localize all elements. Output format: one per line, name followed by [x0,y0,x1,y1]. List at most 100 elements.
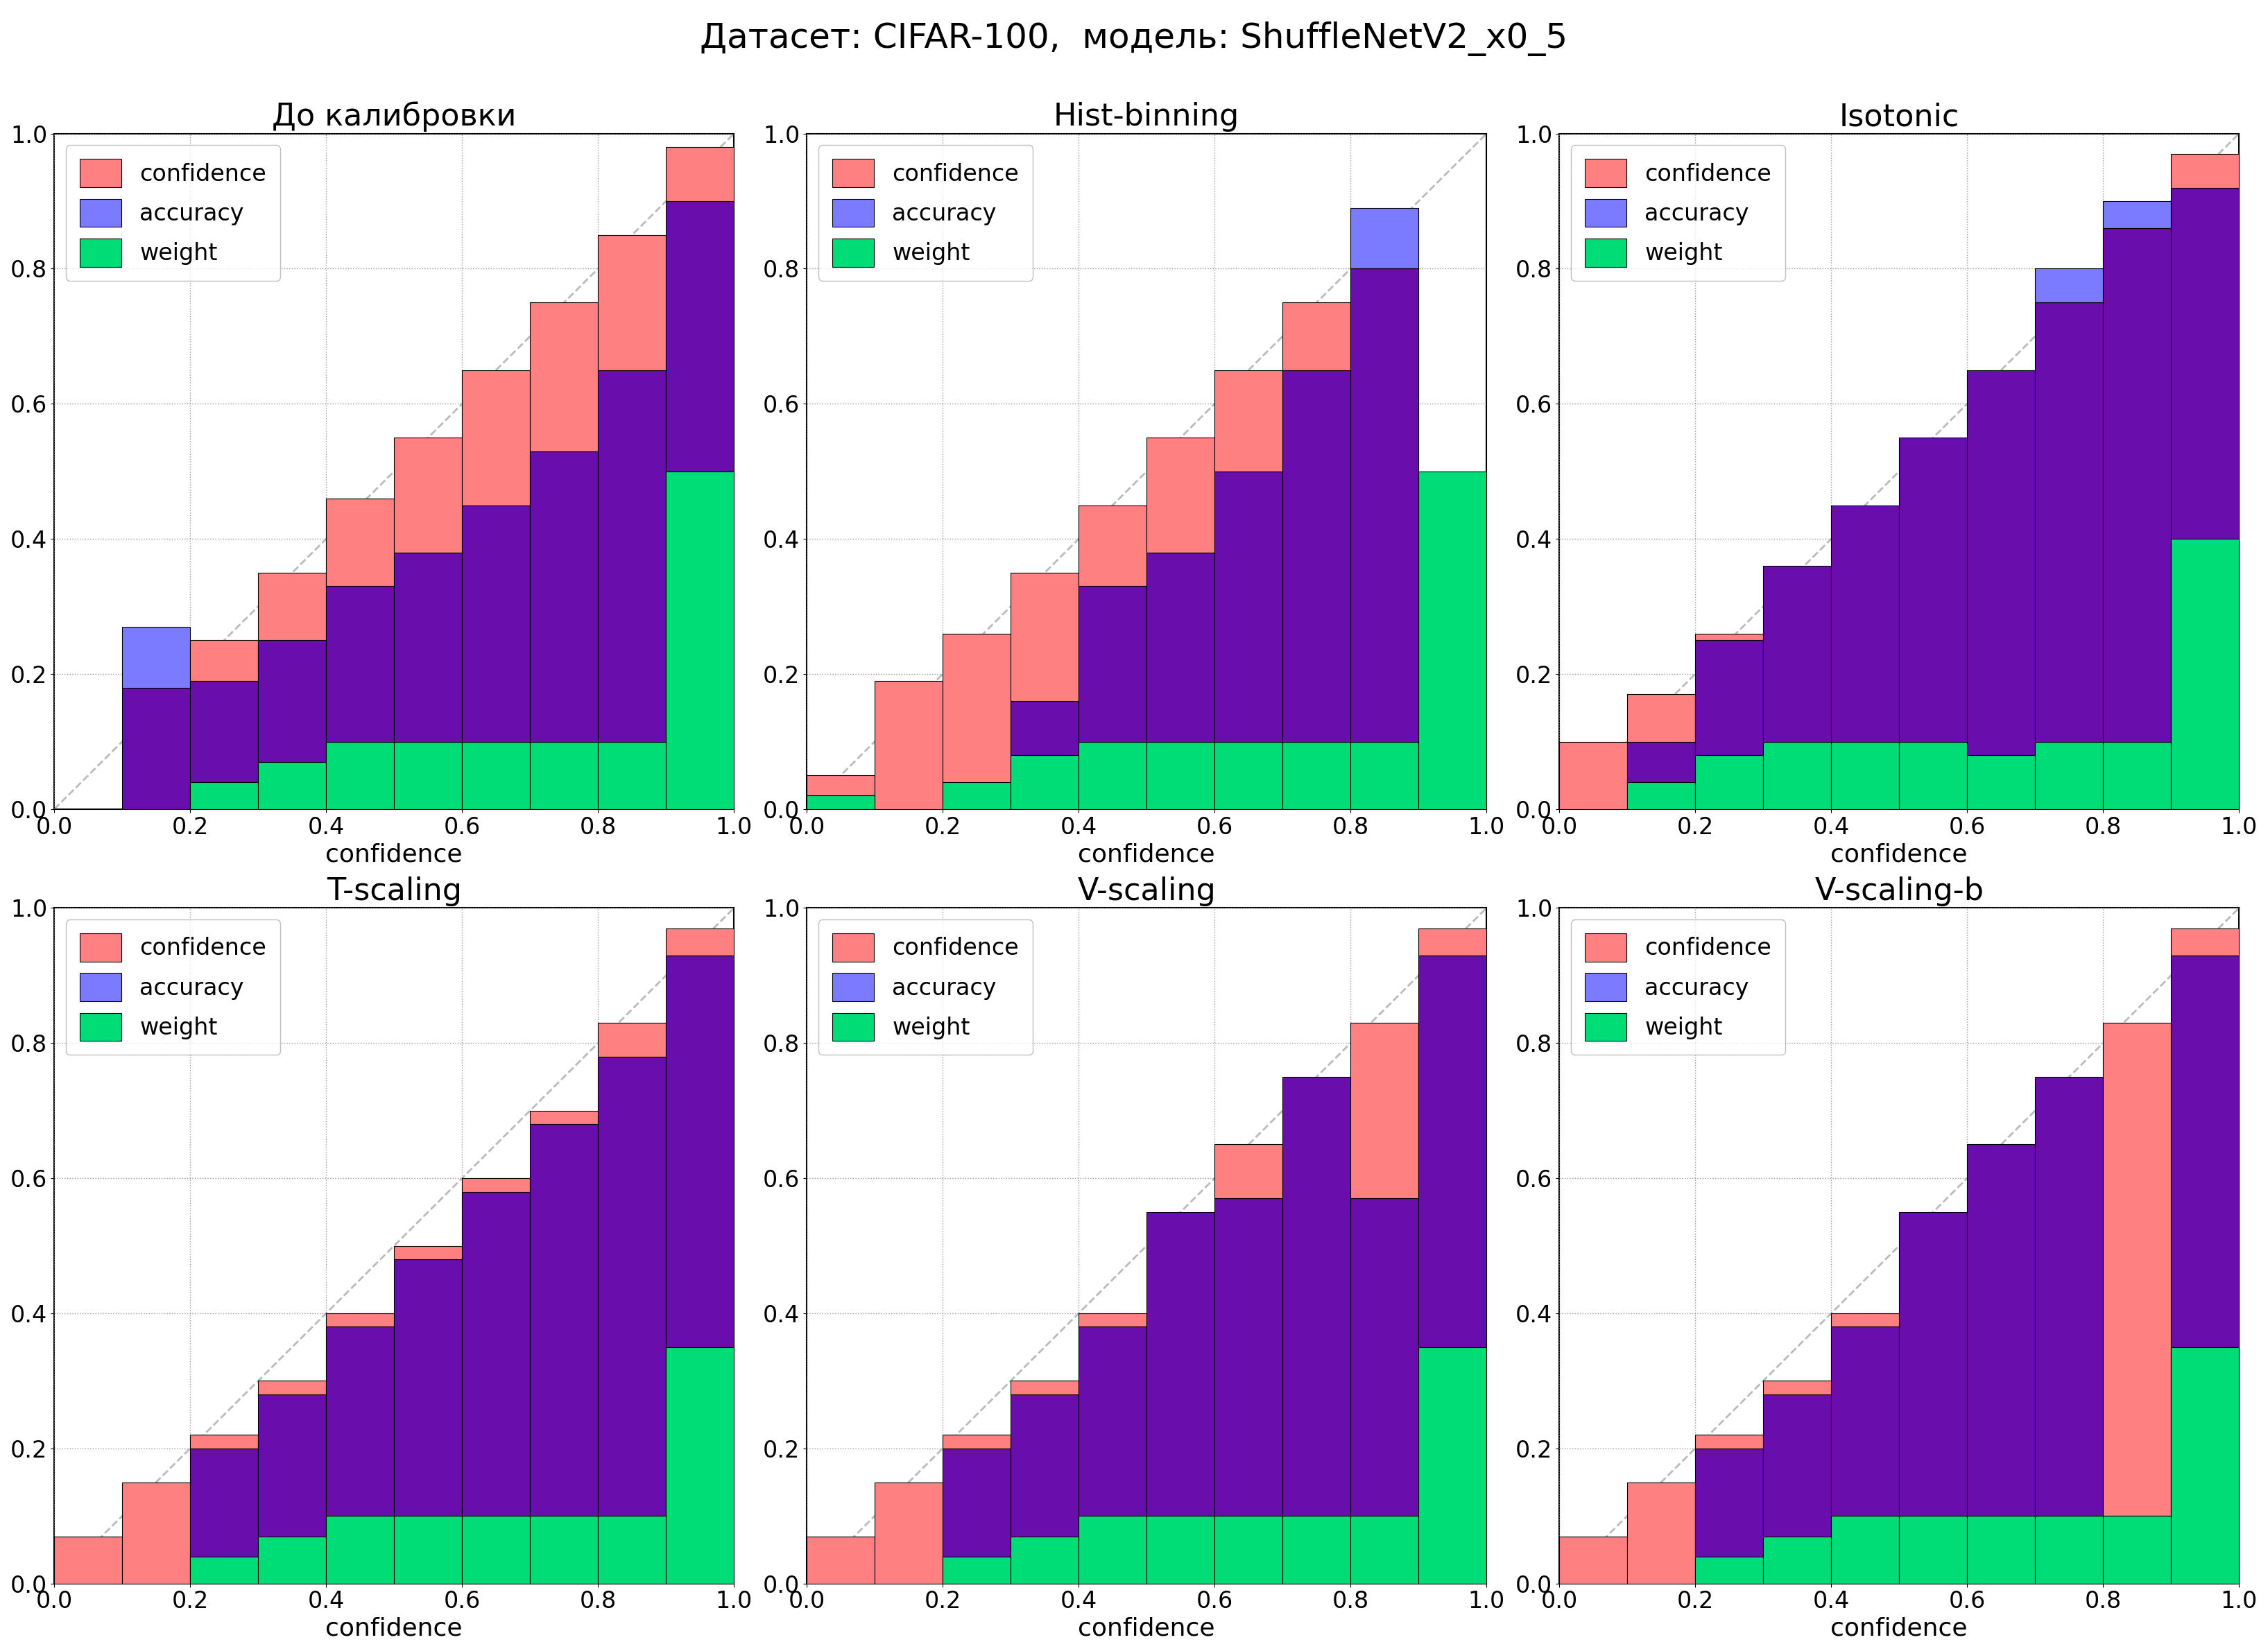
X-axis label: confidence: confidence [1830,1616,1969,1641]
Bar [191,641,259,680]
Bar [2034,302,2102,809]
Bar [1352,1022,1418,1199]
Bar [1216,1199,1284,1583]
Legend: confidence, accuracy, weight: confidence, accuracy, weight [66,920,281,1055]
Bar [191,1557,259,1583]
Bar [122,627,191,687]
Bar [2102,1516,2170,1583]
Bar [1418,1347,1486,1583]
Bar [2102,741,2170,809]
Bar [1216,472,1284,809]
Bar [1966,1516,2034,1583]
Bar [599,1516,667,1583]
Bar [2170,188,2239,809]
X-axis label: confidence: confidence [327,1616,463,1641]
Bar [2034,1076,2102,1583]
Bar [463,1179,531,1192]
Bar [1762,566,1830,809]
Bar [1762,741,1830,809]
Bar [531,1111,599,1124]
Bar [259,573,327,641]
Bar [667,1347,735,1583]
Bar [1352,1516,1418,1583]
Bar [395,1260,463,1583]
Bar [1558,1535,1626,1583]
Bar [1080,1516,1148,1583]
Bar [1284,741,1352,809]
Bar [463,1192,531,1583]
Bar [1284,370,1352,809]
Bar [1898,1516,1966,1583]
Bar [943,1557,1012,1583]
Bar [191,1435,259,1448]
Bar [1830,1313,1898,1327]
Bar [1694,634,1762,641]
Bar [1148,553,1216,809]
Bar [1694,1557,1762,1583]
Bar [1148,438,1216,553]
Bar [327,1327,395,1583]
Bar [1418,956,1486,1583]
Bar [395,553,463,809]
Bar [1830,1516,1898,1583]
Bar [807,776,875,809]
Bar [531,451,599,809]
Bar [667,201,735,809]
Bar [1080,505,1148,586]
Bar [1694,1435,1762,1448]
Bar [191,680,259,809]
Bar [1284,1076,1352,1583]
Bar [1148,1212,1216,1583]
Bar [463,741,531,809]
Bar [259,1395,327,1583]
X-axis label: confidence: confidence [1830,842,1969,867]
Bar [1352,208,1418,269]
Bar [1216,1516,1284,1583]
Title: Hist-binning: Hist-binning [1055,102,1241,132]
Bar [1216,1144,1284,1199]
Bar [1012,1380,1080,1395]
Title: V-scaling: V-scaling [1077,877,1216,906]
Bar [191,1448,259,1583]
Bar [1284,1516,1352,1583]
Bar [1762,1395,1830,1583]
Bar [1898,438,1966,809]
Bar [1080,586,1148,809]
Bar [259,1535,327,1583]
Bar [2102,1022,2170,1516]
Bar [599,1022,667,1057]
X-axis label: confidence: confidence [327,842,463,867]
Title: До калибровки: До калибровки [272,102,517,132]
Bar [599,234,667,370]
Bar [2102,201,2170,228]
Bar [2170,928,2239,956]
Bar [1352,741,1418,809]
Bar [2170,538,2239,809]
Bar [1012,702,1080,809]
Bar [122,1483,191,1583]
Bar [1830,1327,1898,1583]
Title: Isotonic: Isotonic [1839,102,1960,132]
Bar [807,1535,875,1583]
Bar [1012,1395,1080,1583]
Bar [2034,269,2102,302]
X-axis label: confidence: confidence [1077,1616,1216,1641]
Bar [259,1380,327,1395]
Bar [875,680,943,809]
Bar [327,586,395,809]
Bar [807,796,875,809]
Bar [1694,1448,1762,1583]
Bar [875,1483,943,1583]
Bar [1762,1535,1830,1583]
Title: V-scaling-b: V-scaling-b [1814,877,1984,906]
Bar [2170,956,2239,1583]
Bar [1966,755,2034,809]
Bar [1148,1516,1216,1583]
Bar [122,687,191,809]
Bar [1418,472,1486,809]
Bar [1626,741,1694,809]
Bar [1898,741,1966,809]
Bar [327,499,395,586]
Legend: confidence, accuracy, weight: confidence, accuracy, weight [1572,920,1785,1055]
Bar [1080,1327,1148,1583]
